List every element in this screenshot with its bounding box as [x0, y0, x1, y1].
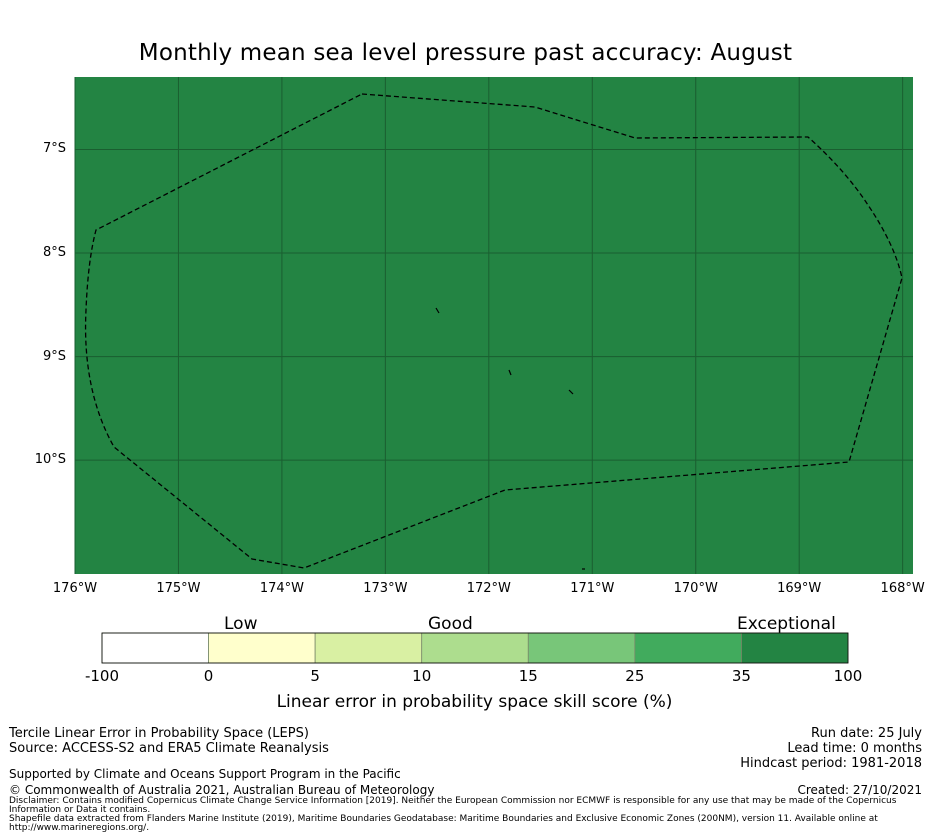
- category-exceptional: Exceptional: [737, 614, 836, 634]
- page-title: Monthly mean sea level pressure past acc…: [138, 40, 793, 66]
- footer-source: Source: ACCESS-S2 and ERA5 Climate Reana…: [9, 741, 329, 756]
- lon-tick-label: 168°W: [880, 581, 925, 596]
- footer-hindcast: Hindcast period: 1981-2018: [740, 756, 922, 771]
- colorbar: [101, 632, 849, 664]
- lon-tick-label: 169°W: [777, 581, 822, 596]
- colorbar-segment: [101, 632, 209, 664]
- island-2: [508, 369, 512, 376]
- footer-shapefile: Shapefile data extracted from Flanders M…: [9, 814, 878, 833]
- lat-tick-label: 8°S: [42, 245, 66, 261]
- eez-boundary: [84, 93, 903, 569]
- colorbar-segment: [741, 632, 849, 664]
- lat-tick-label: 9°S: [42, 348, 66, 364]
- footer-method: Tercile Linear Error in Probability Spac…: [9, 726, 309, 741]
- colorbar-tick-label: 35: [731, 667, 751, 685]
- colorbar-label: Linear error in probability space skill …: [276, 692, 673, 712]
- island-3: [568, 389, 574, 395]
- colorbar-segment: [208, 632, 316, 664]
- footer-support: Supported by Climate and Oceans Support …: [9, 767, 401, 781]
- colorbar-segment: [421, 632, 529, 664]
- colorbar-tick-label: 25: [625, 667, 645, 685]
- colorbar-border: [101, 632, 849, 664]
- colorbar-tick-label: 0: [203, 667, 214, 685]
- colorbar-segment: [527, 632, 636, 664]
- footer-lead-time: Lead time: 0 months: [787, 741, 922, 756]
- colorbar-tick-label: -100: [84, 667, 120, 685]
- footer-created: Created: 27/10/2021: [797, 783, 922, 797]
- footer-run-date: Run date: 25 July: [811, 726, 922, 741]
- colorbar-tick-label: 100: [833, 667, 863, 685]
- lon-tick-label: 175°W: [156, 581, 201, 596]
- footer-copyright: © Commonwealth of Australia 2021, Austra…: [9, 783, 435, 797]
- lat-tick-label: 10°S: [34, 452, 66, 468]
- lon-tick-label: 171°W: [570, 581, 615, 596]
- category-good: Good: [428, 614, 473, 634]
- lon-tick-label: 173°W: [363, 581, 408, 596]
- colorbar-segment: [634, 632, 742, 664]
- category-low: Low: [224, 614, 258, 634]
- footer-disclaimer: Disclaimer: Contains modified Copernicus…: [9, 796, 897, 815]
- lon-tick-label: 176°W: [52, 581, 98, 596]
- colorbar-tick-label: 15: [518, 667, 538, 685]
- map-area: [75, 77, 913, 574]
- lon-tick-label: 172°W: [466, 581, 511, 596]
- lon-tick-label: 174°W: [259, 581, 304, 596]
- lat-tick-label: 7°S: [42, 141, 66, 157]
- colorbar-tick-label: 5: [310, 667, 320, 685]
- colorbar-tick-label: 10: [412, 667, 432, 685]
- colorbar-segment: [314, 632, 423, 664]
- map-grid: [74, 77, 913, 574]
- island-1: [435, 307, 440, 314]
- lon-tick-label: 170°W: [673, 581, 718, 596]
